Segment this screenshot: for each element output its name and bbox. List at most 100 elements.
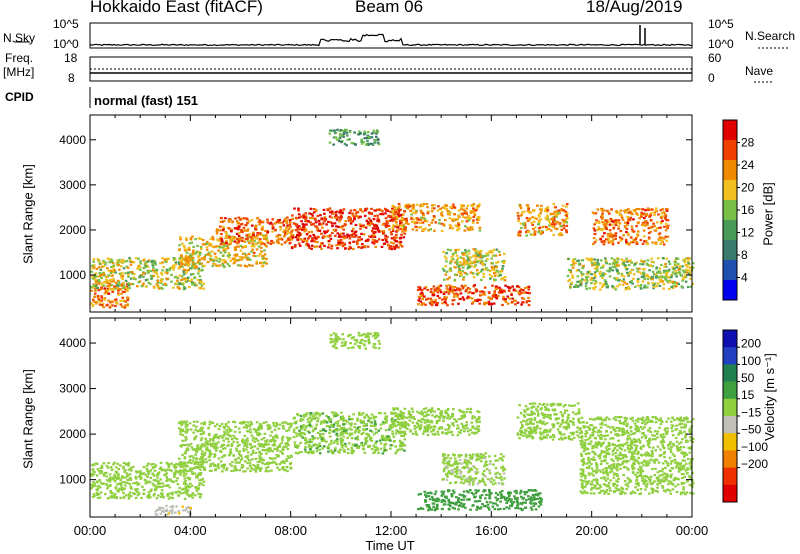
heatmap-cell (260, 250, 263, 253)
heatmap-cell (593, 258, 596, 261)
heatmap-cell (246, 462, 249, 465)
heatmap-cell (222, 467, 226, 470)
heatmap-cell (187, 263, 190, 266)
heatmap-cell (343, 128, 347, 132)
heatmap-cell (224, 261, 227, 264)
heatmap-cell (658, 232, 662, 235)
heatmap-cell (400, 434, 403, 437)
heatmap-cell (614, 234, 617, 237)
heatmap-cell (343, 243, 346, 246)
heatmap-cell (120, 271, 124, 274)
heatmap-cell (327, 425, 330, 428)
heatmap-cell (106, 289, 110, 292)
heatmap-cell (187, 484, 190, 487)
heatmap-cell (661, 208, 665, 211)
heatmap-cell (456, 295, 459, 298)
heatmap-cell (640, 272, 643, 275)
heatmap-cell (233, 240, 237, 243)
heatmap-cell (217, 249, 220, 252)
heatmap-cell (235, 447, 238, 450)
heatmap-cell (100, 296, 104, 299)
heatmap-cell (651, 265, 654, 268)
heatmap-cell (551, 223, 554, 226)
heatmap-cell (103, 287, 106, 290)
heatmap-cell (488, 296, 491, 299)
heatmap-cell (94, 275, 98, 278)
heatmap-cell (175, 479, 178, 482)
heatmap-cell (235, 449, 239, 452)
heatmap-cell (468, 288, 472, 291)
heatmap-cell (184, 254, 188, 257)
heatmap-cell (155, 485, 159, 488)
heatmap-cell (390, 233, 393, 236)
heatmap-cell (185, 251, 189, 254)
heatmap-cell (336, 216, 340, 219)
heatmap-cell (321, 436, 324, 439)
heatmap-cell (383, 447, 386, 450)
heatmap-cell (211, 462, 215, 465)
heatmap-cell (360, 443, 363, 446)
heatmap-cell (568, 278, 572, 281)
heatmap-cell (625, 242, 629, 245)
heatmap-cell (637, 230, 640, 233)
heatmap-cell (647, 231, 651, 235)
heatmap-cell (528, 217, 532, 220)
heatmap-cell (463, 212, 466, 215)
heatmap-cell (188, 477, 191, 480)
heatmap-cell (92, 300, 96, 303)
heatmap-cell (205, 248, 209, 251)
heatmap-cell (611, 234, 615, 238)
heatmap-cell (544, 216, 548, 219)
heatmap-cell (281, 467, 285, 470)
heatmap-cell (296, 452, 300, 455)
heatmap-cell (374, 230, 377, 234)
heatmap-cell (276, 241, 279, 244)
heatmap-cell (117, 263, 120, 267)
heatmap-cell (103, 263, 107, 266)
heatmap-cell (445, 284, 448, 287)
heatmap-cell (196, 474, 200, 477)
heatmap-cell (177, 494, 180, 497)
heatmap-cell (272, 424, 276, 427)
heatmap-cell (189, 255, 192, 258)
heatmap-cell (126, 266, 130, 269)
heatmap-cell (439, 289, 442, 292)
heatmap-cell (376, 214, 379, 217)
heatmap-cell (107, 269, 111, 272)
heatmap-cell (191, 257, 195, 260)
heatmap-cell (173, 473, 176, 476)
heatmap-cell (605, 282, 608, 285)
heatmap-cell (223, 432, 227, 435)
heatmap-cell (231, 420, 235, 423)
heatmap-cell (646, 278, 650, 281)
heatmap-cell (134, 482, 138, 485)
heatmap-cell (341, 431, 345, 434)
heatmap-cell (432, 291, 435, 294)
heatmap-cell (471, 292, 474, 295)
heatmap-cell (537, 219, 541, 222)
heatmap-cell (257, 467, 260, 470)
heatmap-cell (363, 429, 366, 432)
heatmap-cell (586, 271, 590, 274)
heatmap-cell (499, 274, 502, 277)
heatmap-cell (221, 240, 224, 243)
heatmap-cell (271, 230, 274, 233)
heatmap-cell (465, 207, 469, 210)
heatmap-cell (172, 266, 176, 269)
heatmap-cell (608, 235, 611, 238)
heatmap-cell (149, 463, 153, 466)
heatmap-cell (328, 132, 332, 135)
heatmap-cell (604, 281, 608, 284)
heatmap-cell (329, 234, 332, 237)
heatmap-cell (108, 261, 111, 264)
heatmap-cell (330, 129, 334, 132)
heatmap-cell (104, 261, 108, 264)
heatmap-cell (386, 435, 390, 438)
heatmap-cell (196, 278, 200, 282)
heatmap-cell (432, 207, 436, 210)
heatmap-cell (385, 208, 389, 212)
heatmap-cell (245, 234, 248, 237)
heatmap-cell (243, 252, 247, 255)
heatmap-cell (289, 425, 293, 428)
heatmap-cell (508, 287, 511, 290)
